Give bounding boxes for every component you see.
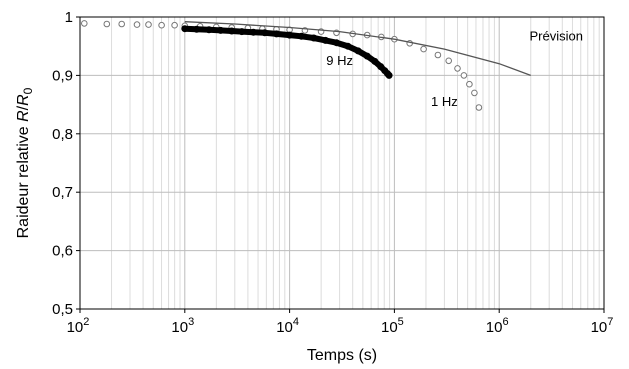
data-point-1hz xyxy=(81,20,88,27)
y-axis-label-r0-subscript: 0 xyxy=(21,87,35,94)
y-tick-labels: 1 0,9 0,8 0,7 0,6 0,5 xyxy=(52,9,80,318)
data-point-1hz xyxy=(454,65,461,72)
data-point-1hz xyxy=(133,21,141,28)
x-tick-exponent: 3 xyxy=(188,316,194,328)
data-point-1hz xyxy=(475,104,483,111)
x-tick-labels: 102 103 104 105 106 107 xyxy=(67,309,614,336)
data-point-1hz xyxy=(118,20,125,28)
x-tick-base: 10 xyxy=(486,319,503,336)
prediction-line xyxy=(184,21,531,77)
x-tick-exponent: 7 xyxy=(607,316,613,328)
data-point-1hz xyxy=(158,21,165,29)
data-point-1hz xyxy=(171,21,178,29)
dense-band-9hz xyxy=(181,25,393,79)
plot-frame xyxy=(79,16,605,310)
x-tick-exponent: 4 xyxy=(293,316,299,328)
x-tick-base: 10 xyxy=(381,319,398,336)
series-pr-vision xyxy=(184,21,531,77)
data-point-1hz xyxy=(445,57,453,65)
y-tick-label: 0,5 xyxy=(52,301,73,318)
data-point-1hz xyxy=(460,72,468,79)
x-tick-exponent: 6 xyxy=(502,316,508,328)
data-point-1hz xyxy=(466,80,473,88)
y-axis-label: Raideur relative R/R0 xyxy=(15,87,35,238)
x-tick-label: 103 xyxy=(171,316,194,336)
y-axis-label-r0: R xyxy=(15,94,32,106)
series-9-hz xyxy=(181,25,393,79)
x-tick-label: 106 xyxy=(486,316,509,336)
series-labels: Prévision 9 Hz 1 Hz xyxy=(326,28,583,108)
x-tick-base: 10 xyxy=(171,319,188,336)
data-point-1hz xyxy=(471,89,478,97)
data-point-1hz xyxy=(420,45,427,53)
data-point-1hz xyxy=(145,21,152,28)
x-tick-base: 10 xyxy=(276,319,293,336)
series-label: Prévision xyxy=(529,28,582,43)
series-label: 1 Hz xyxy=(431,94,458,109)
series-label: 9 Hz xyxy=(326,53,353,68)
data-marks xyxy=(81,20,531,111)
x-axis-label: Temps (s) xyxy=(307,347,377,364)
y-tick-label: 0,9 xyxy=(52,67,73,84)
x-tick-exponent: 5 xyxy=(398,316,404,328)
minor-gridlines xyxy=(111,17,600,309)
y-tick-label: 0,6 xyxy=(52,243,73,260)
y-axis-label-r: R xyxy=(15,110,32,122)
y-tick-label: 0,7 xyxy=(52,184,73,201)
x-tick-label: 107 xyxy=(591,316,614,336)
x-tick-label: 105 xyxy=(381,316,404,336)
x-tick-label: 102 xyxy=(67,316,90,336)
y-axis-label-slash: / xyxy=(15,105,32,110)
x-tick-base: 10 xyxy=(591,319,608,336)
x-tick-exponent: 2 xyxy=(83,316,89,328)
y-axis-label-prefix: Raideur relative xyxy=(15,122,32,239)
x-tick-label: 104 xyxy=(276,316,299,336)
y-tick-label: 0,8 xyxy=(52,126,73,143)
data-point-1hz xyxy=(103,20,111,28)
y-tick-label: 1 xyxy=(65,9,73,26)
x-tick-base: 10 xyxy=(67,319,84,336)
data-point-1hz xyxy=(434,51,442,59)
